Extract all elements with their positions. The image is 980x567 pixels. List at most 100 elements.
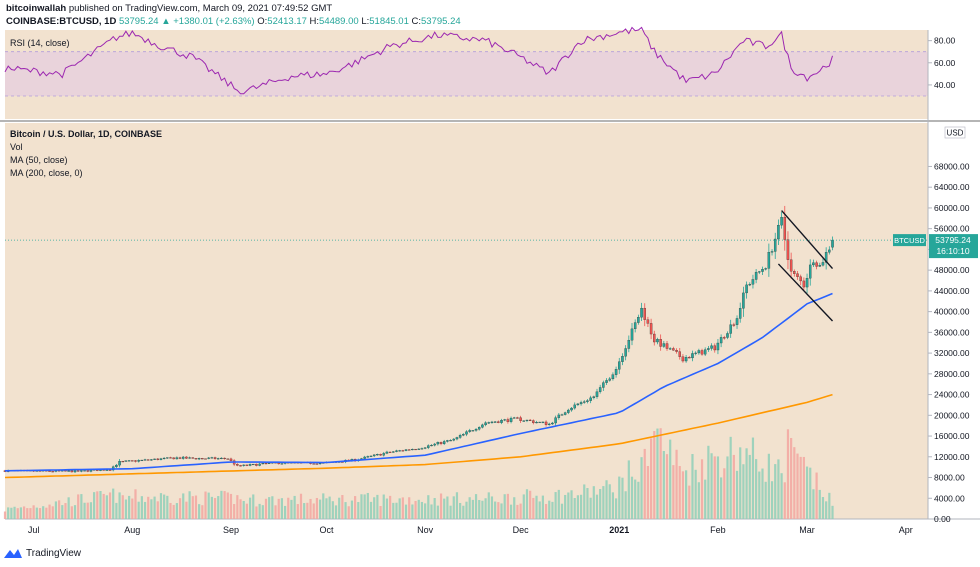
candle-body <box>808 264 812 279</box>
volume-bar <box>462 505 465 519</box>
currency-label: USD <box>947 129 964 138</box>
candle-body <box>713 345 717 351</box>
volume-bar <box>535 495 538 519</box>
candle-body <box>67 470 70 472</box>
volume-bar <box>369 501 373 519</box>
candle-body <box>780 217 783 226</box>
volume-bar <box>675 449 678 519</box>
candle-body <box>675 350 678 352</box>
volume-bar <box>611 492 615 519</box>
volume-bar <box>233 504 236 519</box>
symbol-label: COINBASE:BTCUSD, 1D <box>6 16 117 27</box>
candle-body <box>379 454 382 456</box>
candle-body <box>694 352 697 354</box>
candle-body <box>216 458 220 460</box>
candle-body <box>621 356 624 362</box>
volume-bar <box>283 505 287 519</box>
volume-bar <box>389 495 392 519</box>
price-tick-label: 16000.00 <box>934 431 970 441</box>
chart-legend-title: Bitcoin / U.S. Dollar, 1D, COINBASE <box>10 129 162 139</box>
volume-bar <box>723 468 726 519</box>
price-tick-label: 4000.00 <box>934 493 965 503</box>
price-tick-label: 0.00 <box>934 514 951 524</box>
candle-body <box>201 458 204 460</box>
candle-body <box>166 457 169 459</box>
candle-body <box>697 350 701 354</box>
candle-body <box>761 269 764 272</box>
candle-body <box>751 279 755 285</box>
volume-bar <box>672 465 675 519</box>
candle-body <box>541 421 545 423</box>
volume-bar <box>602 486 605 519</box>
candle-body <box>512 417 516 419</box>
volume-bar <box>398 498 401 519</box>
volume-bar <box>80 494 83 519</box>
candle-body <box>681 356 685 362</box>
volume-bar <box>299 493 303 519</box>
candle-body <box>474 428 478 431</box>
volume-bar <box>159 493 163 519</box>
candle-body <box>528 419 532 421</box>
volume-bar <box>204 491 207 519</box>
candle-body <box>423 447 427 449</box>
candle-body <box>783 217 787 240</box>
volume-bar <box>163 494 166 519</box>
candle-body <box>646 319 650 324</box>
volume-bar <box>379 506 382 519</box>
candle-body <box>239 465 242 467</box>
volume-bar <box>424 503 427 519</box>
candle-body <box>516 417 519 419</box>
author-name[interactable]: bitcoinwallah <box>6 3 67 14</box>
time-tick-label: Dec <box>513 525 530 535</box>
candle-body <box>560 414 564 416</box>
volume-bar <box>143 501 147 519</box>
volume-bar <box>175 503 178 519</box>
tradingview-brand[interactable]: TradingView <box>26 547 82 559</box>
volume-bar <box>248 497 252 519</box>
candle-body <box>245 464 249 466</box>
candle-body <box>614 369 618 375</box>
volume-bar <box>223 491 226 519</box>
volume-bar <box>812 489 815 519</box>
volume-bar <box>38 508 42 519</box>
candle-body <box>490 421 494 423</box>
volume-bar <box>732 454 735 519</box>
candle-body <box>385 451 389 454</box>
volume-bar <box>777 459 780 519</box>
candle-body <box>76 470 80 472</box>
volume-bar <box>124 499 128 519</box>
volume-bar <box>589 497 592 519</box>
price-tick-label: 12000.00 <box>934 452 970 462</box>
candle-body <box>548 423 551 425</box>
rsi-tick-label: 80.00 <box>934 36 956 46</box>
candle-body <box>213 457 217 459</box>
volume-bar <box>45 507 48 519</box>
candle-body <box>162 457 166 460</box>
volume-bar <box>662 451 665 519</box>
candle-body <box>411 448 414 451</box>
candle-body <box>197 458 201 460</box>
candle-body <box>468 430 471 432</box>
volume-bar <box>825 501 828 519</box>
candle-body <box>659 339 662 347</box>
ma200-line <box>4 393 833 479</box>
candle-body <box>481 424 484 428</box>
candle-body <box>767 252 771 269</box>
candle-body <box>691 353 694 359</box>
candle-body <box>754 271 758 280</box>
volume-bar <box>828 492 831 519</box>
volume-bar <box>54 501 58 519</box>
volume-bar <box>239 499 242 519</box>
candle-body <box>48 470 51 472</box>
volume-bar <box>646 466 650 519</box>
volume-bar <box>373 497 376 519</box>
volume-bar <box>357 502 360 519</box>
volume-bar <box>89 502 93 519</box>
candle-body <box>684 357 688 362</box>
volume-bar <box>694 469 697 519</box>
volume-bar <box>761 468 764 519</box>
candle-body <box>242 464 245 466</box>
volume-bar <box>509 504 513 519</box>
volume-bar <box>325 498 328 519</box>
